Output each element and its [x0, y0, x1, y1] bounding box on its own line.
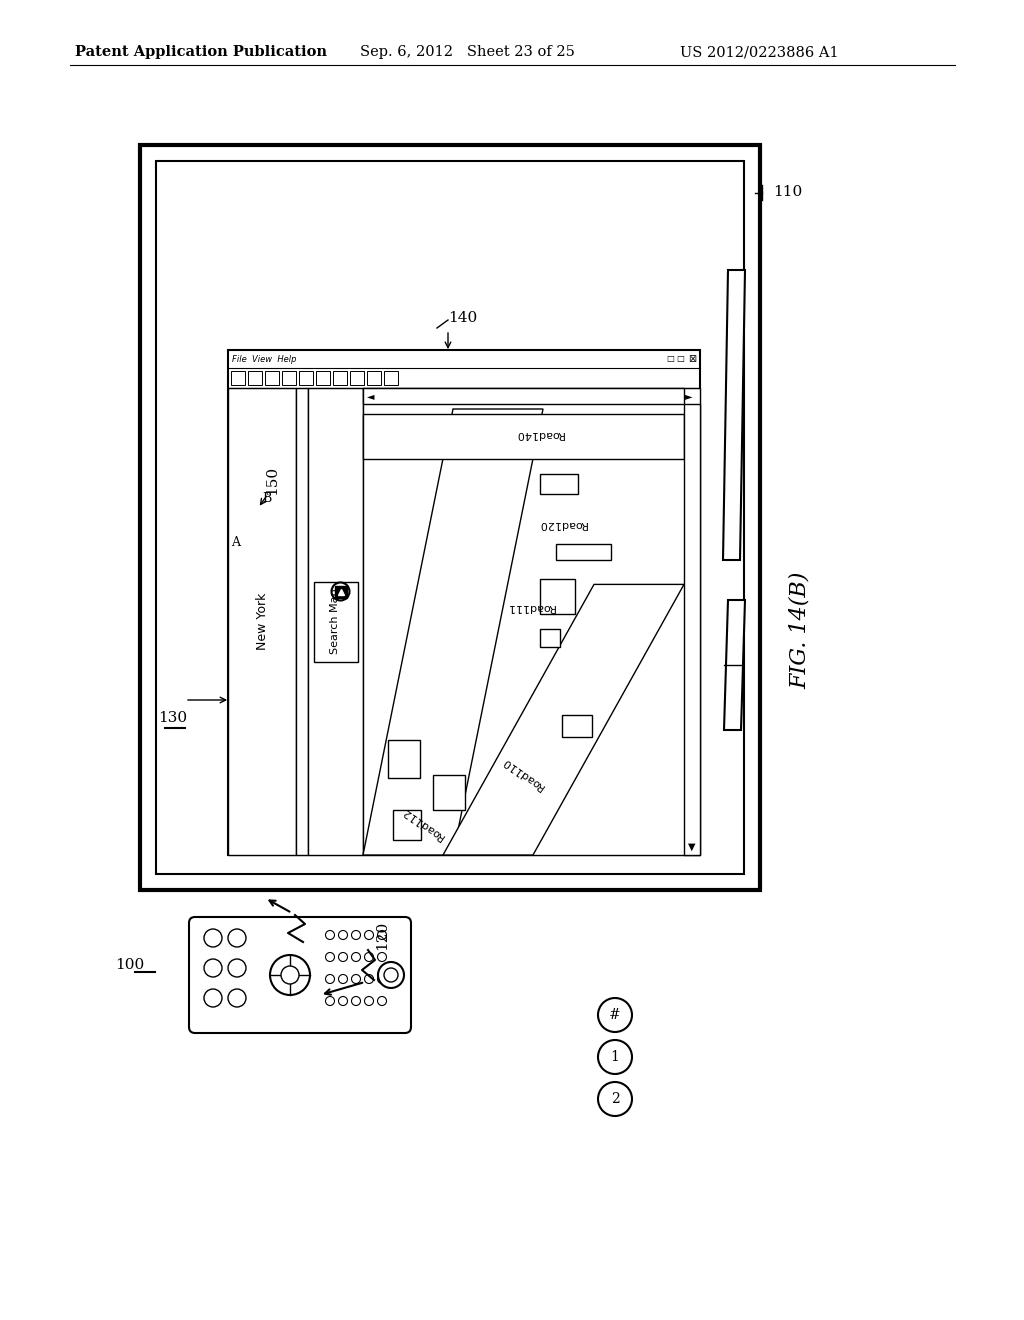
- Circle shape: [365, 974, 374, 983]
- Text: A: A: [231, 536, 240, 549]
- Circle shape: [365, 997, 374, 1006]
- Bar: [388, 741, 420, 777]
- Circle shape: [598, 1040, 632, 1074]
- Circle shape: [326, 931, 335, 940]
- Circle shape: [339, 974, 347, 983]
- Text: Patent Application Publication: Patent Application Publication: [75, 45, 327, 59]
- Bar: [228, 350, 700, 855]
- Text: New York: New York: [256, 593, 268, 651]
- Bar: [228, 388, 296, 855]
- Text: Search Map: Search Map: [331, 589, 341, 655]
- Circle shape: [326, 974, 335, 983]
- Bar: [540, 630, 559, 647]
- Text: Road111: Road111: [506, 602, 554, 612]
- Polygon shape: [362, 409, 543, 855]
- Text: Road120: Road120: [538, 519, 587, 529]
- Circle shape: [351, 931, 360, 940]
- Bar: [433, 775, 465, 810]
- Circle shape: [339, 953, 347, 961]
- Circle shape: [332, 582, 349, 601]
- Circle shape: [204, 960, 222, 977]
- Circle shape: [378, 997, 386, 1006]
- Bar: [540, 474, 578, 494]
- Text: ⊠: ⊠: [688, 354, 696, 364]
- Circle shape: [378, 931, 386, 940]
- Text: Sep. 6, 2012   Sheet 23 of 25: Sep. 6, 2012 Sheet 23 of 25: [360, 45, 574, 59]
- Circle shape: [351, 953, 360, 961]
- Circle shape: [598, 1082, 632, 1115]
- Bar: [362, 388, 700, 855]
- Text: US 2012/0223886 A1: US 2012/0223886 A1: [680, 45, 839, 59]
- Polygon shape: [724, 601, 745, 730]
- Circle shape: [351, 997, 360, 1006]
- Bar: [316, 371, 330, 385]
- Bar: [384, 371, 398, 385]
- Circle shape: [204, 989, 222, 1007]
- Bar: [562, 715, 592, 737]
- Circle shape: [326, 953, 335, 961]
- FancyBboxPatch shape: [189, 917, 411, 1034]
- Circle shape: [228, 989, 246, 1007]
- Circle shape: [378, 962, 404, 987]
- Bar: [313, 582, 357, 661]
- Bar: [333, 371, 347, 385]
- Circle shape: [339, 931, 347, 940]
- Bar: [393, 810, 421, 840]
- Bar: [299, 371, 313, 385]
- Circle shape: [365, 953, 374, 961]
- Bar: [556, 544, 610, 560]
- Text: ▼: ▼: [688, 842, 695, 851]
- Circle shape: [228, 929, 246, 946]
- Text: □: □: [676, 355, 684, 363]
- Circle shape: [339, 997, 347, 1006]
- Circle shape: [204, 929, 222, 946]
- Circle shape: [281, 966, 299, 983]
- Text: B: B: [262, 491, 271, 504]
- Bar: [231, 371, 245, 385]
- Bar: [362, 388, 684, 404]
- Bar: [296, 388, 308, 855]
- Text: 1: 1: [610, 1049, 620, 1064]
- Bar: [156, 161, 744, 874]
- Bar: [350, 371, 364, 385]
- Circle shape: [365, 931, 374, 940]
- Bar: [367, 371, 381, 385]
- Text: File  View  Help: File View Help: [232, 355, 297, 363]
- Bar: [140, 145, 760, 890]
- Circle shape: [270, 954, 310, 995]
- Circle shape: [378, 953, 386, 961]
- Circle shape: [228, 960, 246, 977]
- Text: Road110: Road110: [501, 755, 547, 792]
- Text: 100: 100: [115, 958, 144, 972]
- Text: #: #: [609, 1008, 621, 1022]
- Circle shape: [378, 974, 386, 983]
- Bar: [308, 388, 362, 855]
- Text: 110: 110: [773, 185, 802, 199]
- Polygon shape: [443, 585, 684, 855]
- Text: 120: 120: [375, 920, 389, 949]
- Text: Road112: Road112: [400, 805, 446, 842]
- Circle shape: [351, 974, 360, 983]
- Text: ◄: ◄: [368, 391, 375, 401]
- Text: □: □: [666, 355, 674, 363]
- Circle shape: [598, 998, 632, 1032]
- Bar: [684, 404, 700, 855]
- Text: 2: 2: [610, 1092, 620, 1106]
- Circle shape: [384, 968, 398, 982]
- Bar: [282, 371, 296, 385]
- Text: 150: 150: [265, 466, 279, 495]
- Text: 130: 130: [158, 711, 187, 725]
- Bar: [540, 579, 574, 614]
- Text: FIG. 14(B): FIG. 14(B): [790, 572, 811, 689]
- Text: 140: 140: [449, 312, 477, 325]
- Text: ►: ►: [685, 391, 693, 401]
- Polygon shape: [723, 271, 745, 560]
- Bar: [265, 371, 279, 385]
- Circle shape: [326, 997, 335, 1006]
- Text: Road140: Road140: [515, 429, 564, 440]
- Bar: [248, 371, 262, 385]
- Bar: [362, 414, 684, 459]
